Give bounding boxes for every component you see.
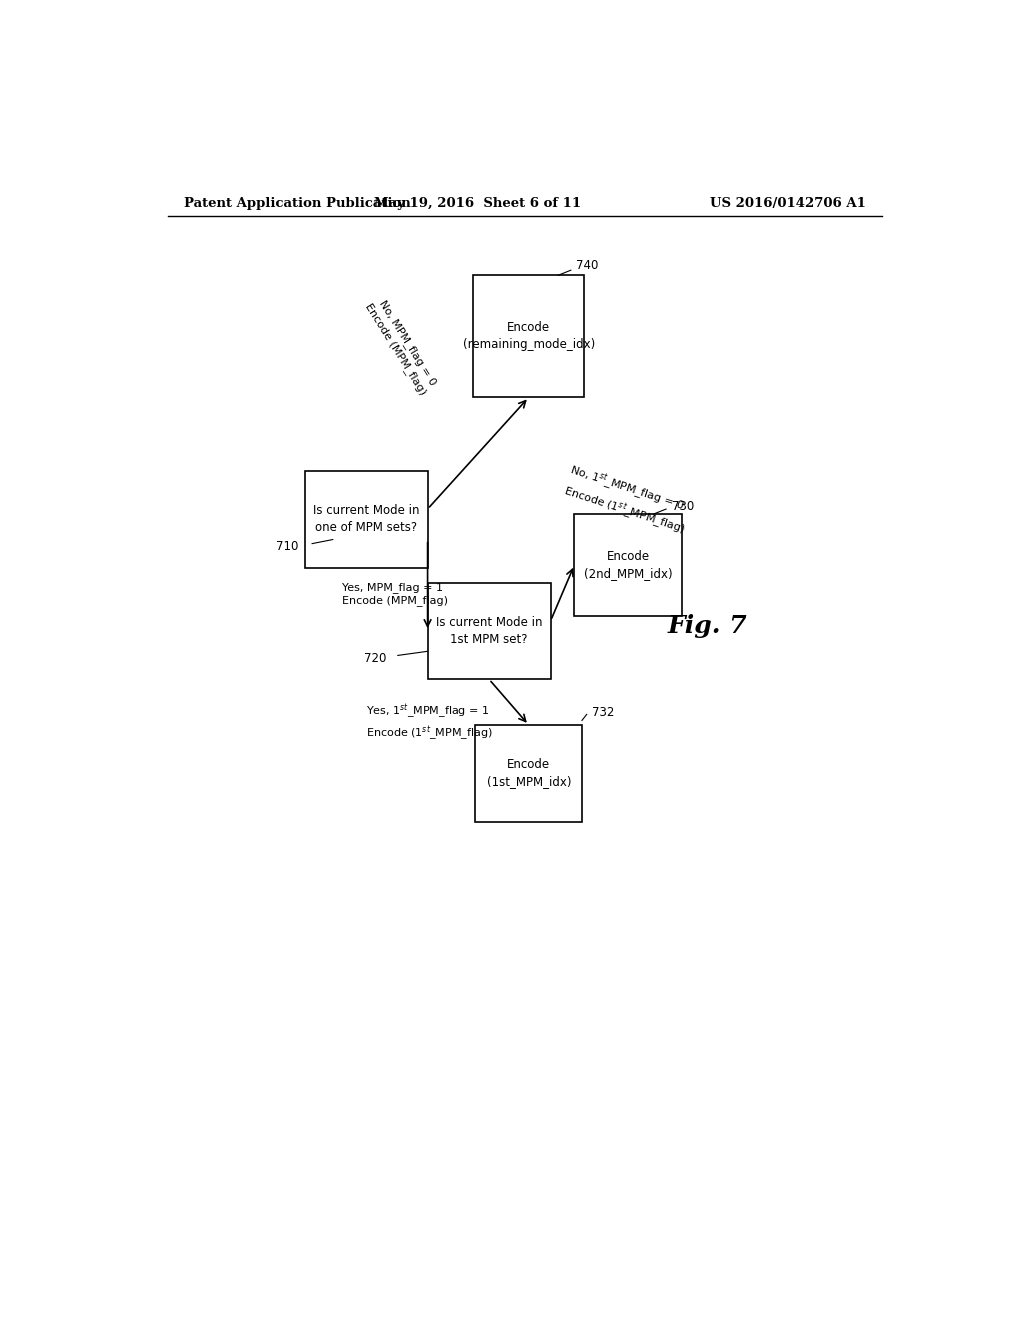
Bar [473, 276, 585, 397]
Bar [475, 725, 583, 821]
Text: 710: 710 [276, 540, 299, 553]
Text: No, MPM_flag = 0
Encode (MPM_flag): No, MPM_flag = 0 Encode (MPM_flag) [364, 294, 440, 397]
Text: Is current Mode in
one of MPM sets?: Is current Mode in one of MPM sets? [312, 504, 420, 535]
Text: Fig. 7: Fig. 7 [668, 614, 748, 638]
Text: Encode
(2nd_MPM_idx): Encode (2nd_MPM_idx) [584, 550, 673, 579]
Bar [428, 582, 551, 680]
Bar [304, 471, 428, 568]
Text: Yes, 1$^{st}$_MPM_flag = 1
Encode (1$^{st}$_MPM_flag): Yes, 1$^{st}$_MPM_flag = 1 Encode (1$^{s… [367, 702, 493, 743]
Text: Encode
(1st_MPM_idx): Encode (1st_MPM_idx) [486, 758, 571, 788]
Bar [574, 515, 682, 616]
Text: May 19, 2016  Sheet 6 of 11: May 19, 2016 Sheet 6 of 11 [374, 197, 581, 210]
Text: 732: 732 [592, 706, 614, 719]
Text: Yes, MPM_flag = 1
Encode (MPM_flag): Yes, MPM_flag = 1 Encode (MPM_flag) [342, 582, 449, 606]
Text: Is current Mode in
1st MPM set?: Is current Mode in 1st MPM set? [436, 616, 543, 645]
Text: Encode
(remaining_mode_idx): Encode (remaining_mode_idx) [463, 321, 595, 351]
Text: 730: 730 [672, 499, 694, 512]
Text: 740: 740 [577, 259, 599, 272]
Text: US 2016/0142706 A1: US 2016/0142706 A1 [711, 197, 866, 210]
Text: No, 1$^{st}$_MPM_flag = 0
Encode (1$^{st}$_MPM_flag): No, 1$^{st}$_MPM_flag = 0 Encode (1$^{st… [560, 462, 693, 540]
Text: 720: 720 [364, 652, 386, 665]
Text: Patent Application Publication: Patent Application Publication [183, 197, 411, 210]
